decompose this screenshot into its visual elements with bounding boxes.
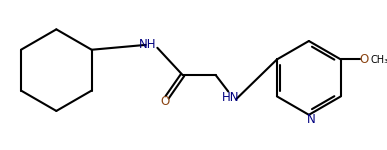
Text: O: O: [360, 53, 369, 66]
Text: CH₃: CH₃: [371, 56, 387, 65]
Text: N: N: [307, 113, 315, 126]
Text: HN: HN: [221, 91, 239, 104]
Text: NH: NH: [139, 38, 156, 51]
Text: O: O: [161, 95, 170, 108]
